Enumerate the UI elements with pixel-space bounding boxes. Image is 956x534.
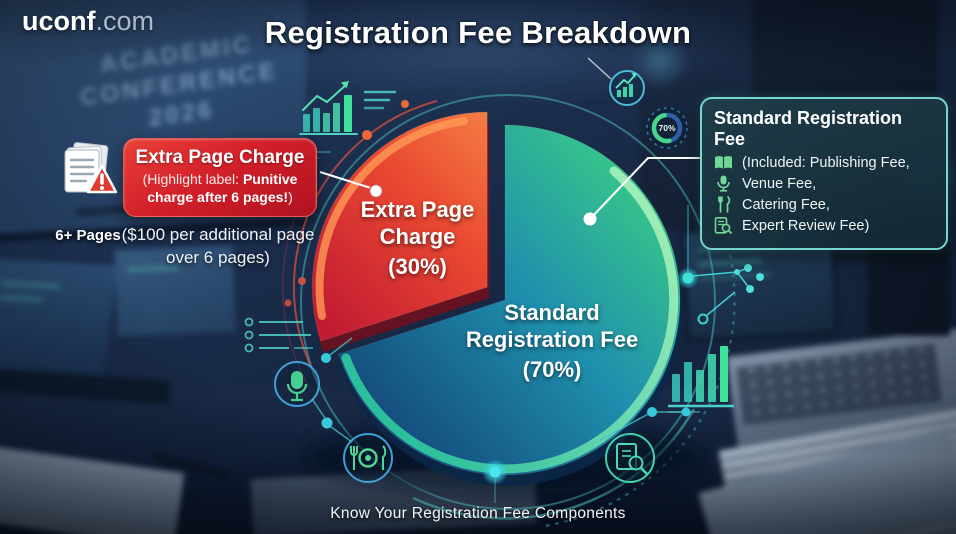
fee-item-label: Catering Fee, bbox=[742, 196, 830, 213]
page-title: Registration Fee Breakdown bbox=[264, 15, 692, 50]
extra-page-charge-callout[interactable]: Extra Page Charge (Highlight label: Puni… bbox=[123, 138, 317, 217]
fee-item-publishing: (Included: Publishing Fee, bbox=[714, 155, 934, 171]
cutlery-icon bbox=[718, 196, 731, 213]
pie-slice-extra[interactable] bbox=[311, 111, 488, 342]
brand-name: uconf bbox=[22, 6, 96, 36]
percentage-gauge-icon: 70% bbox=[646, 107, 688, 149]
pie-label-extra-percent: (30%) bbox=[388, 253, 447, 279]
standard-fee-callout[interactable]: Standard Registration Fee (Included: Pub… bbox=[700, 97, 948, 250]
connector-dots bbox=[284, 100, 691, 503]
pages-warning-icon bbox=[58, 140, 120, 204]
bar-chart-icon bbox=[668, 346, 734, 413]
callout-dot-standard bbox=[583, 212, 597, 226]
pages-badge: 6+ Pages bbox=[55, 227, 121, 244]
pie-label-extra-name: Extra Page Charge bbox=[360, 197, 475, 249]
fee-item-label: Venue Fee, bbox=[742, 175, 817, 192]
extra-callout-title: Extra Page Charge bbox=[135, 147, 305, 168]
callout-dot-extra bbox=[368, 183, 384, 199]
network-nodes bbox=[677, 205, 764, 325]
pie-label-standard: Standard Registration Fee (70%) bbox=[442, 300, 662, 383]
document-search-icon bbox=[714, 217, 733, 234]
pie-rim-highlight-extra bbox=[315, 117, 468, 320]
pie-label-extra: Extra Page Charge (30%) bbox=[340, 197, 495, 280]
checklist-icon bbox=[244, 317, 313, 353]
extra-charge-note: ($100 per additional page over 6 pages) bbox=[121, 225, 315, 267]
callout-connectors bbox=[319, 57, 700, 226]
pie-label-standard-percent: (70%) bbox=[522, 356, 582, 382]
cutlery-circle-icon bbox=[343, 433, 393, 483]
pie-label-standard-name: Standard Registration Fee bbox=[465, 300, 639, 352]
document-search-circle-icon bbox=[605, 433, 655, 483]
book-icon bbox=[715, 156, 732, 169]
pie-slice-standard[interactable] bbox=[337, 124, 681, 476]
site-logo[interactable]: uconf.com bbox=[22, 6, 154, 37]
brand-suffix: .com bbox=[95, 6, 155, 36]
footer-caption: Know Your Registration Fee Components bbox=[330, 505, 626, 522]
fee-item-venue: Venue Fee, bbox=[714, 175, 934, 192]
trend-circle-icon bbox=[609, 70, 645, 106]
microphone-icon bbox=[717, 175, 730, 192]
gauge-value: 70% bbox=[658, 123, 675, 133]
extra-callout-subtitle: (Highlight label: Punitive charge after … bbox=[142, 171, 298, 205]
pie-chart bbox=[311, 111, 683, 486]
microphone-circle-icon bbox=[274, 361, 320, 407]
standard-callout-title: Standard Registration Fee bbox=[714, 108, 903, 149]
fee-item-label: Expert Review Fee) bbox=[742, 217, 870, 234]
fee-item-label: (Included: Publishing Fee, bbox=[742, 155, 910, 171]
fee-item-expert-review: Expert Review Fee) bbox=[714, 217, 934, 234]
fee-item-catering: Catering Fee, bbox=[714, 196, 934, 213]
